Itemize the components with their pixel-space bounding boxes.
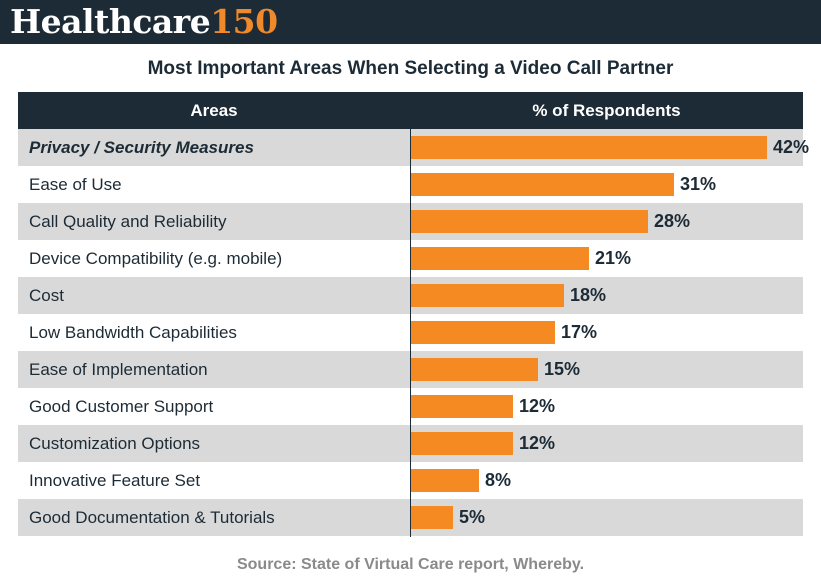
bar [411,247,589,270]
row-label: Device Compatibility (e.g. mobile) [29,249,283,268]
bar [411,284,564,307]
row-label: Good Customer Support [29,397,214,416]
row-label: Ease of Use [29,175,122,194]
chart-title: Most Important Areas When Selecting a Vi… [147,58,674,79]
data-label: 18% [570,285,607,305]
column-header-respondents: % of Respondents [532,101,681,120]
data-label: 42% [773,137,810,157]
bar [411,321,555,344]
data-label: 17% [561,322,598,342]
bar [411,432,513,455]
row-label: Customization Options [29,434,201,453]
row-label: Cost [29,286,64,305]
bar [411,210,648,233]
data-label: 21% [595,248,632,268]
column-header-areas: Areas [190,101,238,120]
row-label: Ease of Implementation [29,360,208,379]
table-row: Low Bandwidth Capabilities 17% [18,314,803,351]
brand-header: Healthcare150 [0,0,821,44]
chart-table: Areas % of Respondents Privacy / Securit… [18,92,809,537]
table-row: Ease of Use 31% [18,166,803,203]
table-row: Good Customer Support 12% [18,388,803,425]
data-label: 5% [459,507,486,527]
column-divider [410,129,411,537]
bar [411,395,513,418]
table-row: Device Compatibility (e.g. mobile) 21% [18,240,803,277]
bar [411,358,538,381]
data-label: 8% [485,470,512,490]
bar [411,136,767,159]
row-label: Good Documentation & Tutorials [29,508,275,527]
data-label: 12% [519,433,556,453]
data-label: 28% [654,211,691,231]
data-label: 31% [680,174,717,194]
table-header: Areas % of Respondents [18,92,803,129]
brand-logo-number: 150 [210,2,278,41]
row-label: Privacy / Security Measures [29,138,254,157]
source-note: Source: State of Virtual Care report, Wh… [236,556,585,573]
data-label: 12% [519,396,556,416]
bar [411,506,453,529]
bar [411,173,674,196]
table-row: Innovative Feature Set 8% [18,462,803,499]
bar [411,469,479,492]
brand-logo: Healthcare150 [10,3,278,41]
row-label: Innovative Feature Set [29,471,201,490]
brand-logo-word: Healthcare [10,2,211,41]
row-label: Call Quality and Reliability [29,212,227,231]
table-body: Privacy / Security Measures 42% Ease of Us… [18,129,809,537]
data-label: 15% [544,359,581,379]
row-label: Low Bandwidth Capabilities [29,323,237,342]
